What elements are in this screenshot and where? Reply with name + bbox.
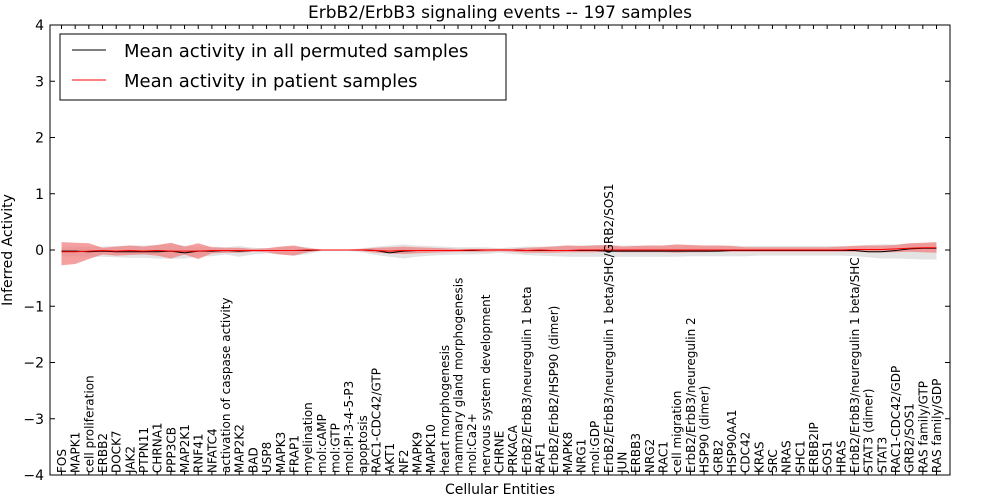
x-tick-label: MAPK10 bbox=[424, 424, 438, 473]
y-tick-label: 1 bbox=[35, 187, 44, 203]
x-tick-label: HSP90AA1 bbox=[725, 409, 739, 473]
x-tick-label: apoptosis bbox=[356, 415, 370, 473]
x-tick-label: BAD bbox=[246, 447, 260, 473]
x-tick-label: STAT3 bbox=[875, 437, 889, 473]
series-lines bbox=[61, 247, 937, 254]
x-tick-label: NFATC4 bbox=[205, 428, 219, 473]
x-tick-label: NRG2 bbox=[643, 439, 657, 473]
x-tick-label: mol:Ca2+ bbox=[465, 413, 479, 473]
x-tick-label: mol:PI-3-4-5-P3 bbox=[342, 381, 356, 473]
x-tick-label: ErbB2/ErbB3/neuregulin 1 beta/SHC bbox=[848, 257, 862, 473]
x-tick-label: AKT1 bbox=[383, 443, 397, 473]
x-tick-label: NF2 bbox=[397, 449, 411, 473]
x-tick-label: nervous system development bbox=[479, 294, 493, 473]
x-tick-label: CHRNE bbox=[493, 431, 507, 473]
y-tick-label: −4 bbox=[23, 468, 44, 484]
series-line-1 bbox=[61, 247, 937, 253]
x-tick-label: PPP3CB bbox=[164, 427, 178, 473]
x-tick-label: DOCK7 bbox=[110, 430, 124, 473]
x-tick-label: RAS family/GTP bbox=[916, 381, 930, 473]
x-tick-label: SHC1 bbox=[793, 440, 807, 473]
x-tick-label: MAPK9 bbox=[410, 432, 424, 473]
y-tick-label: 3 bbox=[35, 74, 44, 90]
y-tick-label: −3 bbox=[23, 412, 44, 428]
x-tick-label: GRB2/SOS1 bbox=[903, 403, 917, 473]
x-tick-label: USP8 bbox=[260, 442, 274, 473]
y-tick-label: 4 bbox=[35, 18, 44, 34]
x-tick-label: HSP90 (dimer) bbox=[698, 386, 712, 473]
x-tick-label: HRAS bbox=[834, 440, 848, 473]
x-tick-label: STAT3 (dimer) bbox=[862, 389, 876, 473]
x-tick-label: RAS family/GDP bbox=[930, 379, 944, 473]
x-tick-label: GRB2 bbox=[711, 439, 725, 473]
x-tick-label: ErbB2/ErbB3/neuregulin 2 bbox=[684, 317, 698, 473]
legend-label-patient: Mean activity in patient samples bbox=[124, 71, 418, 92]
x-axis: FOS MAPK1 cell proliferation ERBB2 DOCK7 JAK2… bbox=[55, 25, 944, 475]
x-tick-label: cell migration bbox=[670, 391, 684, 473]
x-tick-label: RAC1 bbox=[657, 441, 671, 473]
x-tick-label: heart morphogenesis bbox=[438, 345, 452, 473]
legend-label-permuted: Mean activity in all permuted samples bbox=[124, 41, 468, 62]
x-tick-label: MAPK1 bbox=[69, 432, 83, 473]
x-tick-label: ERBB2IP bbox=[807, 422, 821, 473]
x-tick-label: ERBB2 bbox=[96, 433, 110, 473]
x-tick-label: ErbB2/ErbB3/neuregulin 1 beta bbox=[520, 286, 534, 473]
x-tick-label: MAP2K1 bbox=[178, 424, 192, 473]
x-tick-label: SOS1 bbox=[821, 441, 835, 473]
x-tick-label: FRAP1 bbox=[287, 435, 301, 473]
x-tick-label: CDC42 bbox=[739, 432, 753, 473]
x-tick-label: MAP2K2 bbox=[233, 424, 247, 473]
x-tick-label: NRAS bbox=[780, 440, 794, 473]
x-tick-label: FOS bbox=[55, 449, 69, 473]
x-tick-label: PTPN11 bbox=[137, 427, 151, 473]
legend-box bbox=[59, 33, 507, 101]
x-tick-label: MAPK8 bbox=[561, 432, 575, 473]
x-tick-label: mol:GTP bbox=[328, 423, 342, 473]
y-tick-label: 0 bbox=[35, 243, 44, 259]
x-tick-label: PRKACA bbox=[506, 424, 520, 473]
x-tick-label: NRG1 bbox=[575, 439, 589, 473]
y-axis: 4 3 2 1 0 −1 −2 −3 −4 bbox=[23, 18, 950, 484]
x-tick-label: ErbB2/ErbB3/neuregulin 1 beta/SHC/GRB2/S… bbox=[602, 183, 616, 473]
y-tick-label: −1 bbox=[23, 299, 44, 315]
x-tick-label: RNF41 bbox=[192, 434, 206, 474]
x-tick-label: mol:cAMP bbox=[315, 414, 329, 473]
x-tick-label: CHRNA1 bbox=[151, 422, 165, 473]
x-tick-label: MAPK3 bbox=[274, 432, 288, 473]
x-tick-label: JUN bbox=[616, 452, 630, 474]
x-tick-label: RAC1-CDC42/GTP bbox=[369, 368, 383, 473]
x-tick-label: activation of caspase activity bbox=[219, 298, 233, 473]
y-tick-label: −2 bbox=[23, 356, 44, 372]
x-tick-label: KRAS bbox=[752, 441, 766, 473]
x-tick-label: mammary gland morphogenesis bbox=[451, 278, 465, 473]
chart-title: ErbB2/ErbB3 signaling events -- 197 samp… bbox=[308, 3, 692, 23]
y-tick-label: 2 bbox=[35, 131, 44, 147]
y-axis-label: Inferred Activity bbox=[0, 194, 16, 306]
x-tick-label: SRC bbox=[766, 449, 780, 473]
x-tick-label: RAC1-CDC42/GDP bbox=[889, 366, 903, 473]
x-tick-label: ErbB2/ErbB2/HSP90 (dimer) bbox=[547, 306, 561, 473]
x-tick-label: myelination bbox=[301, 402, 315, 473]
x-tick-label: JAK2 bbox=[123, 446, 137, 474]
x-tick-label: ERBB3 bbox=[629, 433, 643, 473]
x-tick-label: RAF1 bbox=[534, 442, 548, 473]
legend: Mean activity in all permuted samples Me… bbox=[59, 33, 507, 101]
x-tick-label: mol:GDP bbox=[588, 421, 602, 473]
confidence-bands bbox=[61, 242, 937, 266]
x-tick-label: cell proliferation bbox=[82, 375, 96, 473]
band-1 bbox=[61, 242, 937, 266]
x-axis-label: Cellular Entities bbox=[445, 482, 555, 498]
